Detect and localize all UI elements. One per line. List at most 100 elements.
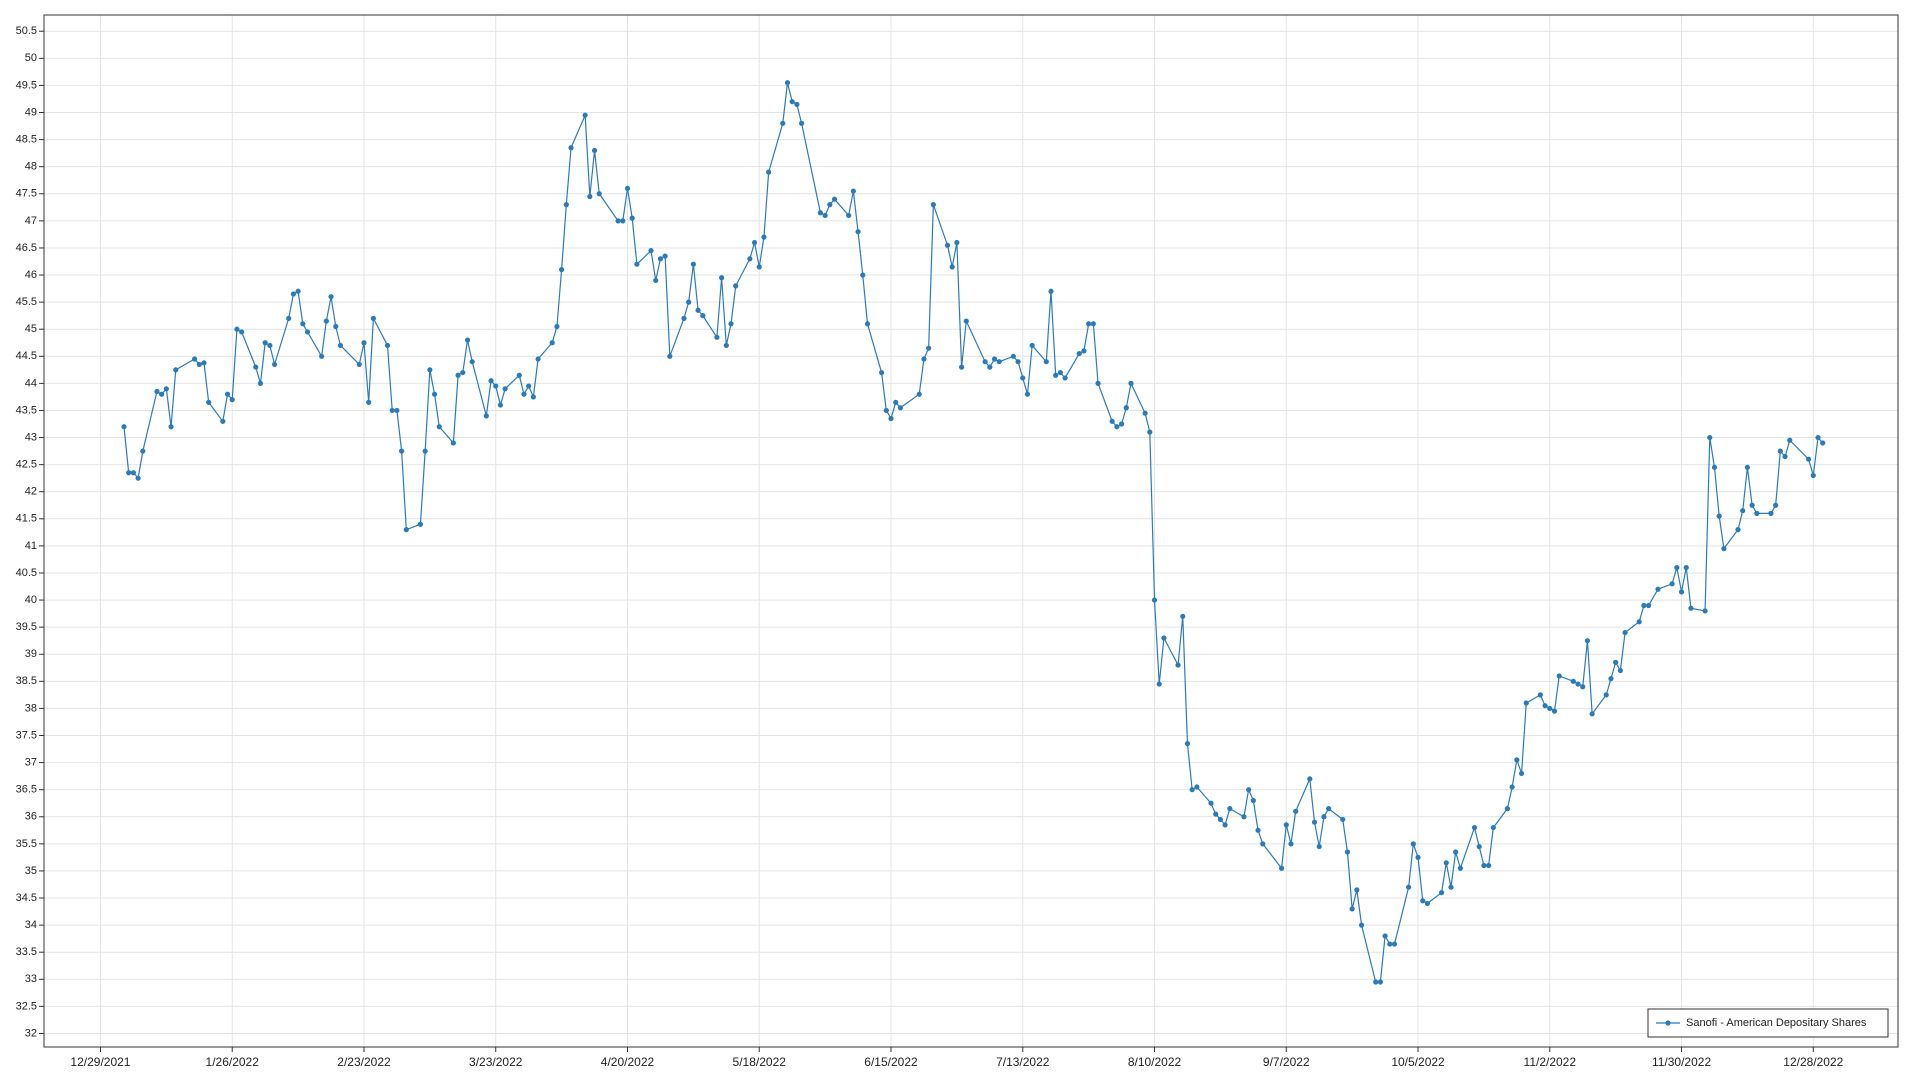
y-tick-label: 38 <box>25 702 37 714</box>
data-point <box>733 283 739 289</box>
data-point <box>629 215 635 221</box>
data-point <box>1683 564 1689 571</box>
y-tick-label: 43.5 <box>16 404 37 416</box>
data-point <box>1387 941 1393 947</box>
data-point <box>1415 854 1421 860</box>
data-point <box>253 364 259 370</box>
y-tick-label: 40 <box>25 594 37 606</box>
data-point <box>1580 684 1586 690</box>
data-point <box>460 369 466 376</box>
y-tick-label: 50 <box>25 52 37 64</box>
data-point <box>1118 421 1125 427</box>
y-tick-label: 33.5 <box>16 946 37 958</box>
data-point <box>1514 757 1520 763</box>
data-point <box>1556 673 1562 679</box>
data-point <box>1551 708 1558 714</box>
x-tick-label: 12/29/2021 <box>70 1055 130 1069</box>
data-point <box>1486 862 1492 869</box>
data-point <box>1189 787 1195 793</box>
data-point <box>286 315 292 321</box>
data-point <box>1787 437 1793 443</box>
data-point <box>1636 619 1642 625</box>
data-point <box>1457 865 1463 871</box>
data-point <box>723 342 729 349</box>
data-point <box>1490 824 1496 831</box>
data-point <box>714 334 720 340</box>
y-tick-label: 42.5 <box>16 459 37 471</box>
y-tick-label: 36 <box>25 811 37 823</box>
data-point <box>944 242 951 248</box>
data-point <box>1575 681 1581 687</box>
data-point <box>135 475 141 481</box>
data-point <box>173 367 179 373</box>
data-point <box>926 345 932 351</box>
y-tick-label: 45.5 <box>16 296 37 308</box>
legend-marker <box>1665 1020 1671 1026</box>
data-point <box>526 383 532 389</box>
data-point <box>1340 816 1346 823</box>
y-tick-label: 38.5 <box>16 675 37 687</box>
data-point <box>864 321 871 327</box>
x-tick-label: 3/23/2022 <box>469 1055 523 1069</box>
data-point <box>1354 887 1360 893</box>
data-point <box>549 340 555 346</box>
data-point <box>1043 359 1049 365</box>
data-point <box>1740 508 1746 514</box>
x-tick-label: 2/23/2022 <box>337 1055 391 1069</box>
data-point <box>1782 453 1788 460</box>
data-point <box>521 391 527 397</box>
data-point <box>1768 510 1774 516</box>
data-point <box>1321 814 1327 820</box>
data-point <box>1716 513 1722 519</box>
data-point <box>1194 784 1200 790</box>
data-point <box>1542 703 1548 709</box>
data-point <box>817 210 824 216</box>
data-point <box>1326 806 1332 812</box>
data-point <box>1646 602 1652 609</box>
data-point <box>1029 342 1035 349</box>
x-tick-label: 8/10/2022 <box>1128 1055 1182 1069</box>
data-point <box>483 413 489 419</box>
data-point <box>516 372 522 378</box>
data-point <box>1420 898 1426 904</box>
data-point <box>1518 770 1525 777</box>
data-point <box>780 120 786 126</box>
data-point <box>1086 321 1092 327</box>
data-point <box>568 145 574 151</box>
data-point <box>1020 375 1026 381</box>
data-point <box>1208 800 1214 806</box>
y-tick-label: 41 <box>25 540 37 552</box>
data-point <box>850 188 856 194</box>
data-point <box>1307 776 1313 782</box>
data-point <box>897 405 904 411</box>
data-point <box>662 253 668 259</box>
x-tick-label: 7/13/2022 <box>996 1055 1050 1069</box>
data-point <box>1438 890 1445 896</box>
y-tick-label: 37 <box>25 756 37 768</box>
data-point <box>667 353 673 359</box>
data-point <box>427 367 433 373</box>
data-point <box>1156 681 1162 687</box>
data-point <box>1641 602 1647 609</box>
data-point <box>220 418 226 424</box>
data-point <box>1246 787 1252 793</box>
data-point <box>257 380 264 386</box>
data-point <box>159 391 165 397</box>
data-point <box>370 315 376 321</box>
plot-area <box>44 15 1898 1047</box>
x-tick-label: 9/7/2022 <box>1263 1055 1310 1069</box>
data-point <box>756 264 762 270</box>
x-tick-label: 4/20/2022 <box>601 1055 655 1069</box>
data-point <box>827 202 833 208</box>
data-point <box>1744 464 1751 470</box>
data-point <box>582 112 588 118</box>
data-point <box>1095 380 1101 386</box>
data-point <box>1754 510 1760 516</box>
y-tick-label: 40.5 <box>16 567 37 579</box>
data-point <box>1603 692 1609 698</box>
y-tick-label: 47 <box>25 215 37 227</box>
data-point <box>1090 321 1096 327</box>
data-point <box>695 307 701 313</box>
data-point <box>394 407 400 414</box>
data-point <box>1820 440 1826 446</box>
